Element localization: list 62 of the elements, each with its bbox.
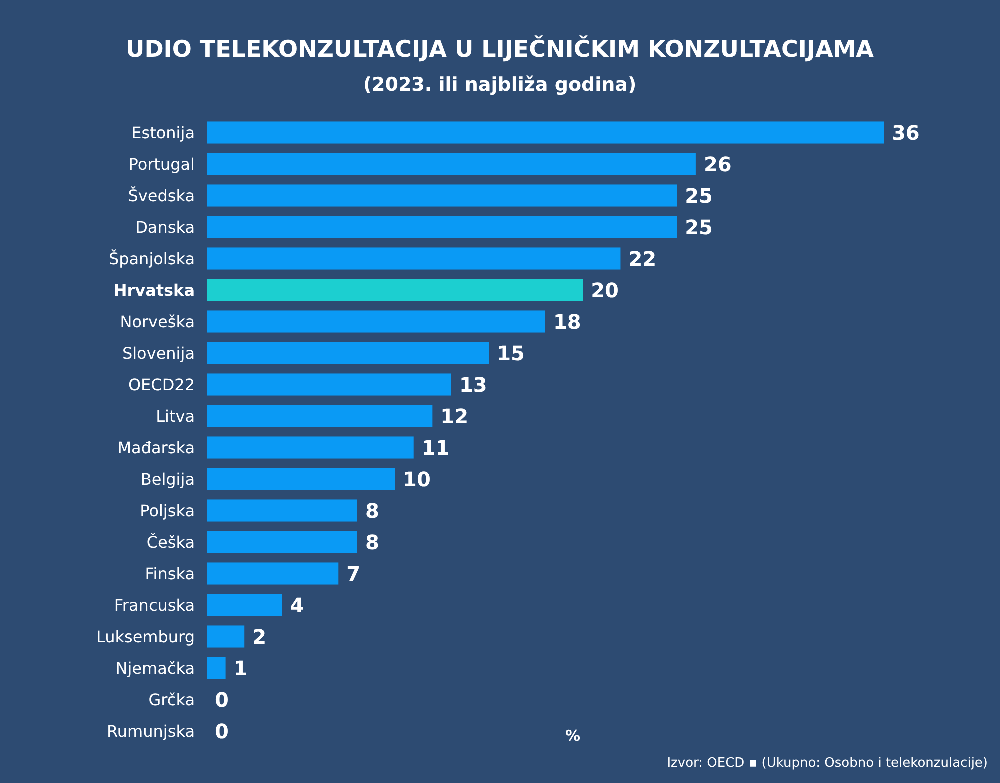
y-tick-label: Norveška bbox=[120, 312, 195, 332]
y-tick-label: Njemačka bbox=[116, 659, 195, 678]
y-tick-label: OECD22 bbox=[128, 376, 195, 395]
y-tick-label: Portugal bbox=[128, 155, 195, 174]
y-tick-label: Finska bbox=[145, 564, 195, 584]
y-tick-label: Mađarska bbox=[118, 438, 195, 458]
y-tick-label: Grčka bbox=[148, 690, 195, 710]
data-label: 7 bbox=[346, 562, 361, 586]
bar bbox=[207, 248, 621, 270]
data-label: 10 bbox=[403, 467, 431, 492]
bar bbox=[207, 342, 490, 364]
data-label: 4 bbox=[290, 593, 304, 618]
bar bbox=[207, 531, 358, 554]
text: Izvor: OECD ▪ (Ukupno: Osobno i telekonzulacije) bbox=[667, 756, 988, 771]
data-label: 2 bbox=[252, 624, 267, 649]
data-label: 36 bbox=[892, 120, 920, 145]
bar bbox=[207, 122, 884, 144]
data-label: 0 bbox=[215, 719, 229, 744]
y-tick-label: Rumunjska bbox=[107, 722, 195, 742]
y-tick-label: Hrvatska bbox=[114, 281, 195, 300]
bar bbox=[207, 184, 678, 207]
bar bbox=[207, 405, 433, 428]
y-tick-label: Poljska bbox=[140, 502, 195, 521]
bar bbox=[207, 657, 226, 680]
data-label: 8 bbox=[365, 530, 380, 554]
y-tick-label: Litva bbox=[156, 407, 195, 426]
x-axis-title: % bbox=[565, 727, 581, 745]
y-tick-label: Češka bbox=[146, 533, 195, 552]
y-tick-label: Španjolska bbox=[108, 250, 195, 269]
data-label: 0 bbox=[215, 688, 229, 712]
bar bbox=[207, 436, 414, 459]
data-label: 22 bbox=[628, 246, 657, 271]
bar bbox=[207, 626, 245, 648]
data-label: 13 bbox=[459, 372, 488, 397]
bar bbox=[207, 310, 546, 333]
bar bbox=[207, 468, 396, 490]
data-label: 26 bbox=[704, 152, 732, 176]
data-label: 25 bbox=[685, 184, 713, 208]
y-tick-label: Danska bbox=[136, 218, 195, 238]
data-label: 1 bbox=[234, 656, 248, 680]
bar bbox=[207, 500, 358, 522]
data-label: 25 bbox=[685, 215, 713, 240]
y-tick-label: Francuska bbox=[114, 596, 195, 616]
bar bbox=[207, 279, 584, 302]
chart-subtitle: (2023. ili najbliža godina) bbox=[363, 74, 637, 96]
bar bbox=[207, 594, 282, 616]
y-tick-label: Švedska bbox=[128, 186, 195, 206]
data-label: 18 bbox=[554, 310, 582, 334]
bar bbox=[207, 216, 678, 238]
bar bbox=[207, 374, 452, 396]
y-tick-label: Luksemburg bbox=[96, 628, 195, 647]
bar bbox=[207, 153, 696, 176]
y-tick-label: Belgija bbox=[140, 470, 195, 490]
data-label: 20 bbox=[591, 278, 619, 302]
y-tick-label: Estonija bbox=[132, 124, 195, 143]
data-label: 12 bbox=[440, 404, 469, 428]
chart-title: UDIO TELEKONZULTACIJA U LIJEČNIČKIM KONZULTACIJAMA bbox=[126, 35, 874, 63]
data-label: 8 bbox=[365, 498, 380, 523]
bar bbox=[207, 562, 339, 585]
y-tick-label: Slovenija bbox=[122, 344, 195, 364]
data-label: 15 bbox=[497, 341, 525, 366]
data-label: 11 bbox=[422, 436, 450, 460]
